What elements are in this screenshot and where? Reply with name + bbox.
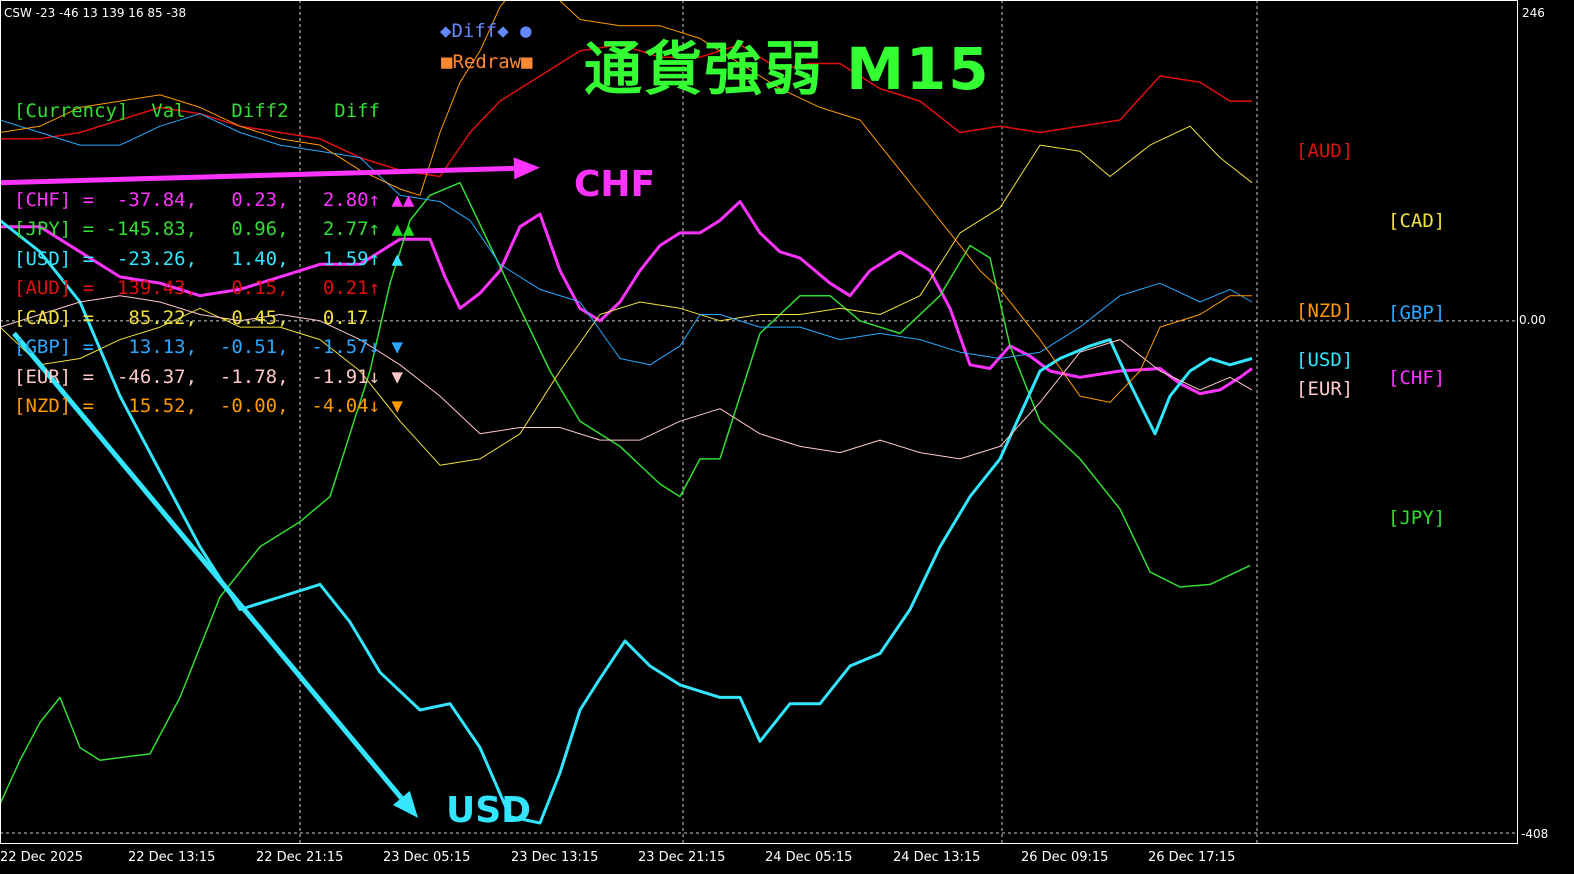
y-tick-zero: 0.00 [1519, 313, 1546, 327]
table-row: [CAD] = 85.22, -0.45, 0.17 [14, 304, 414, 334]
table-row: [AUD] = 139.43, 0.15, 0.21↑ [14, 274, 414, 304]
trend-arrows: ▼ [380, 336, 403, 358]
x-tick-label: 23 Dec 13:15 [511, 850, 599, 865]
series-line-nzd [0, 0, 1252, 403]
table-row: [NZD] = 15.52, -0.00, -4.04↓ ▼ [14, 392, 414, 422]
label-nzd: [NZD] [1296, 300, 1354, 322]
trend-arrows: ▼ [380, 395, 403, 417]
trend-arrows: ▲ [380, 247, 403, 270]
table-row: [USD] = -23.26, 1.40, 1.59↑ ▲ [14, 245, 414, 275]
table-row: [GBP] = 13.13, -0.51, -1.57↓ ▼ [14, 333, 414, 363]
usd-annotation: USD [446, 790, 532, 831]
plot-frame [0, 0, 1518, 844]
table-row-values: [NZD] = 15.52, -0.00, -4.04↓ [14, 395, 381, 417]
series-line-usd [0, 219, 1253, 825]
table-row: [JPY] = -145.83, 0.96, 2.77↑ ▲▲ [14, 215, 414, 245]
table-row-values: [GBP] = 13.13, -0.51, -1.57↓ [14, 336, 381, 358]
timeframe-title: 通貨強弱 M15 [584, 35, 991, 103]
currency-table: [Currency] Val Diff2 Diff [CHF] = -37.84… [14, 38, 414, 451]
arrow-head-usd [392, 790, 418, 818]
label-cad: [CAD] [1388, 210, 1446, 232]
x-tick-label: 24 Dec 05:15 [765, 850, 853, 865]
arrow-head-chf [513, 157, 540, 180]
label-jpy: [JPY] [1388, 507, 1446, 529]
label-aud: [AUD] [1296, 140, 1354, 162]
chf-annotation: CHF [574, 164, 656, 205]
label-gbp: [GBP] [1388, 302, 1446, 324]
label-chf: [CHF] [1388, 367, 1446, 389]
trend-arrows: ▲▲ [380, 188, 415, 211]
series-line-gbp [0, 113, 1253, 366]
arrow-shaft-usd [12, 331, 404, 800]
y-tick-top: 246 [1522, 6, 1545, 20]
label-usd: [USD] [1296, 349, 1354, 371]
series-line-cad [0, 125, 1253, 466]
chart-grid [0, 0, 1517, 843]
table-header: [Currency] Val Diff2 Diff [14, 100, 381, 122]
table-row: [EUR] = -46.37, -1.78, -1.91↓ ▼ [14, 363, 414, 393]
label-eur: [EUR] [1296, 378, 1354, 400]
table-row-values: [AUD] = 139.43, 0.15, 0.21↑ [14, 277, 381, 299]
x-tick-label: 22 Dec 21:15 [256, 850, 344, 865]
series-line-eur [0, 295, 1253, 460]
trend-arrows: ▲▲ [380, 218, 415, 240]
diff-button[interactable]: ◆Diff◆ ● [440, 20, 532, 42]
x-tick-label: 22 Dec 2025 [0, 850, 84, 865]
table-row-values: [CHF] = -37.84, 0.23, 2.80↑ [14, 188, 381, 211]
x-tick-label: 26 Dec 09:15 [1021, 850, 1109, 865]
arrow-shaft-chf [0, 165, 515, 186]
x-tick-label: 23 Dec 05:15 [383, 850, 471, 865]
table-row-values: [CAD] = 85.22, -0.45, 0.17 [14, 306, 369, 329]
table-row: [CHF] = -37.84, 0.23, 2.80↑ ▲▲ [14, 186, 414, 216]
x-tick-label: 26 Dec 17:15 [1148, 850, 1236, 865]
series-line-jpy [0, 181, 1251, 805]
indicator-title: CSW -23 -46 13 139 16 85 -38 [4, 6, 187, 20]
redraw-button[interactable]: ■Redraw■ [441, 51, 533, 73]
series-line-aud [0, 43, 1252, 178]
table-row-values: [EUR] = -46.37, -1.78, -1.91↓ [14, 365, 381, 388]
table-row-values: [JPY] = -145.83, 0.96, 2.77↑ [14, 218, 381, 240]
x-tick-label: 22 Dec 13:15 [128, 850, 216, 865]
trend-arrows: ▼ [380, 365, 403, 388]
table-row-values: [USD] = -23.26, 1.40, 1.59↑ [14, 247, 381, 270]
chart-lines [0, 0, 1253, 825]
annotation-arrows [0, 157, 540, 818]
x-tick-label: 23 Dec 21:15 [638, 850, 726, 865]
x-tick-label: 24 Dec 13:15 [893, 850, 981, 865]
y-tick-bottom: -408 [1521, 827, 1549, 841]
